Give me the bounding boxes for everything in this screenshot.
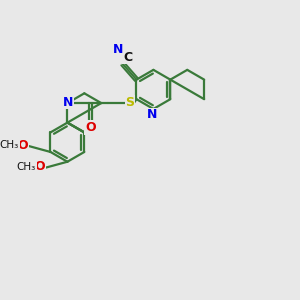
Text: C: C bbox=[123, 51, 132, 64]
Text: CH₃: CH₃ bbox=[0, 140, 19, 150]
Text: N: N bbox=[63, 96, 74, 109]
Text: O: O bbox=[85, 121, 96, 134]
Text: S: S bbox=[125, 96, 134, 109]
Text: CH₃: CH₃ bbox=[17, 162, 36, 172]
Text: O: O bbox=[18, 139, 28, 152]
Text: O: O bbox=[35, 160, 45, 173]
Text: N: N bbox=[113, 43, 123, 56]
Text: N: N bbox=[147, 108, 158, 121]
